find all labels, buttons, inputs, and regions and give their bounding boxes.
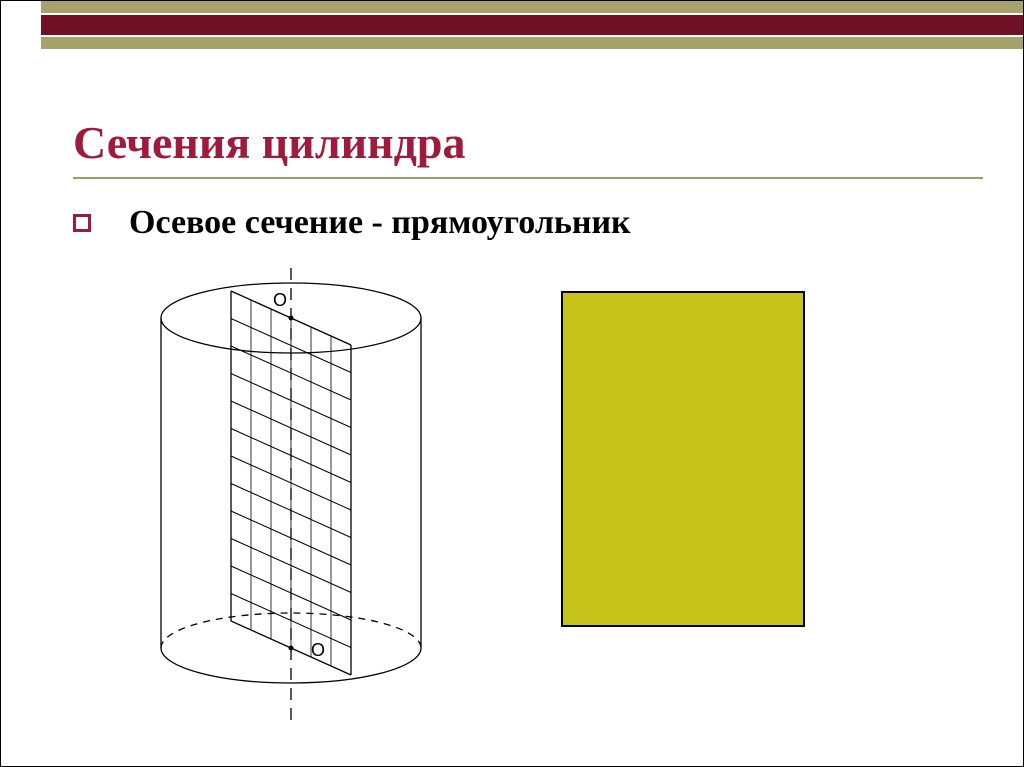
- decorative-header-bars: [1, 1, 1023, 49]
- bar-spacer: [1, 37, 41, 49]
- bullet-square-icon: [73, 214, 91, 232]
- section-rectangle: [561, 291, 805, 627]
- bar-olive-bottom: [41, 37, 1023, 49]
- svg-text:O: O: [273, 290, 287, 310]
- bar-spacer: [1, 15, 41, 35]
- svg-text:O: O: [311, 640, 325, 660]
- slide-title: Сечения цилиндра: [73, 116, 465, 169]
- bar-spacer: [1, 1, 41, 13]
- bullet-text: Осевое сечение - прямоугольник: [129, 204, 631, 242]
- bullet-item: Осевое сечение - прямоугольник: [73, 204, 631, 242]
- bar-olive-top: [41, 1, 1023, 13]
- bar-maroon: [41, 15, 1023, 35]
- title-underline: [73, 177, 983, 179]
- cylinder-diagram: OO: [131, 263, 461, 733]
